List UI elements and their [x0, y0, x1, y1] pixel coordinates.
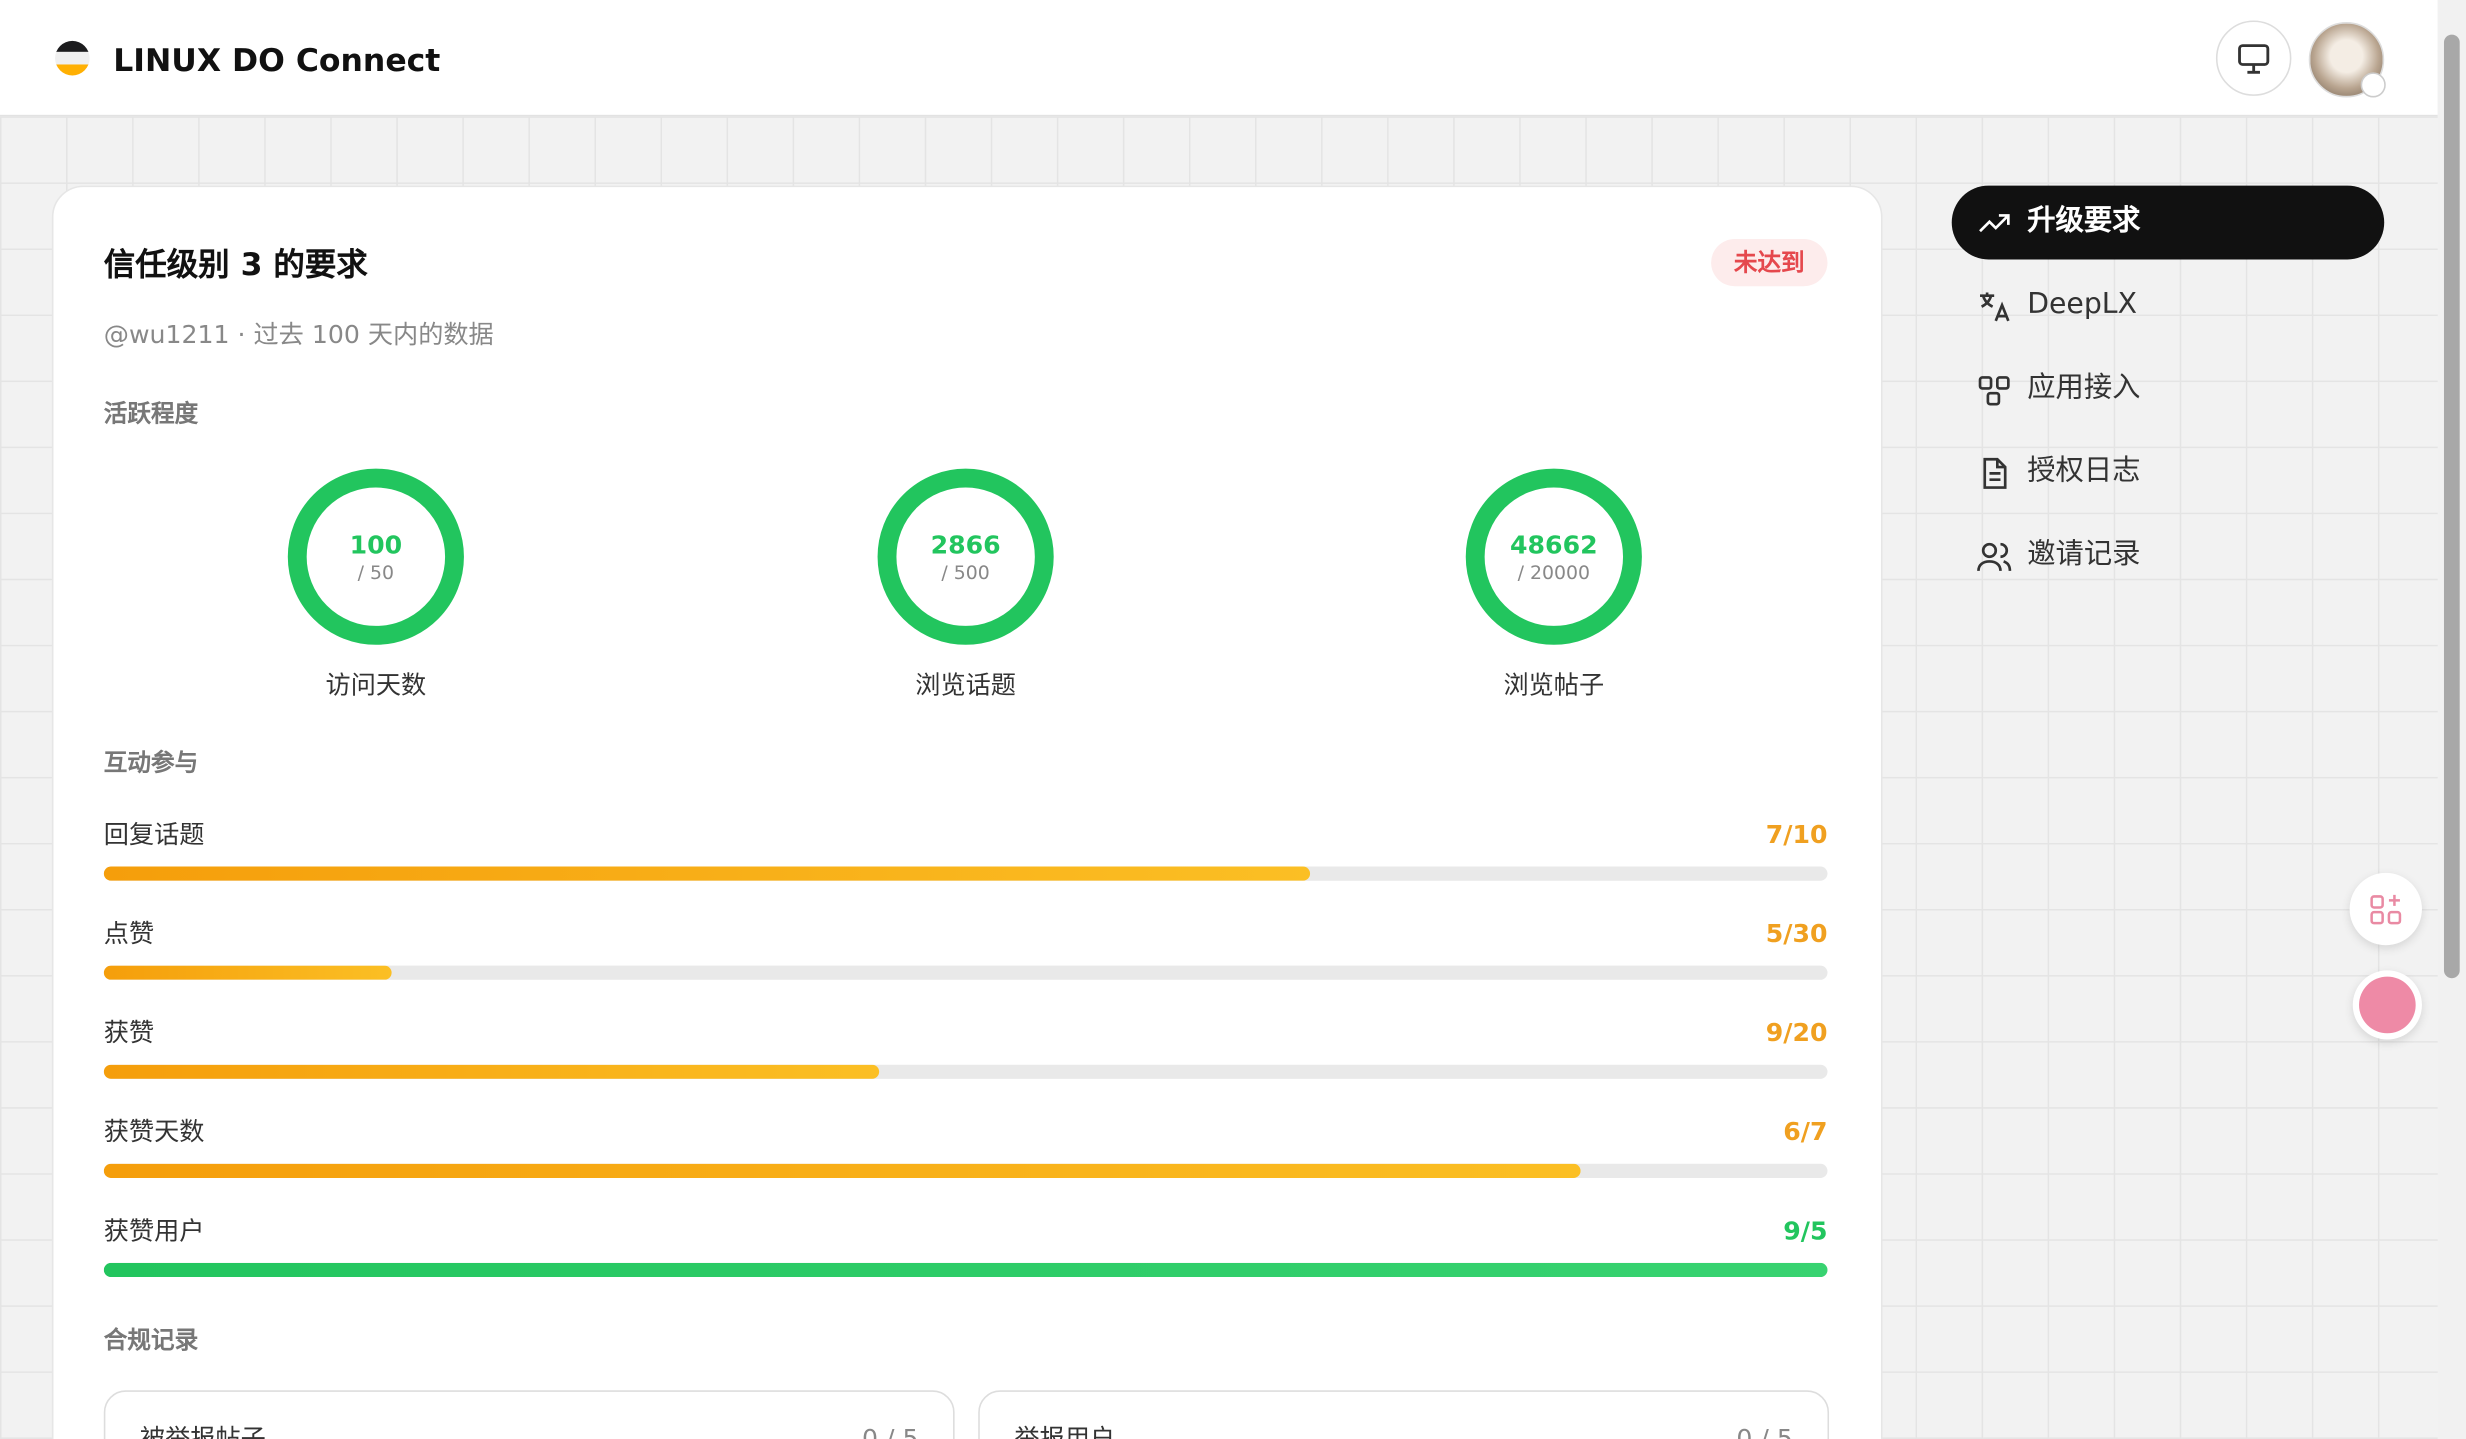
- nav-item[interactable]: 升级要求: [1951, 185, 2385, 260]
- progress-track: [103, 866, 1828, 881]
- translate-icon: [2359, 976, 2416, 1034]
- ring-arc: [1465, 468, 1642, 645]
- logo: [55, 40, 90, 76]
- bar-label: 获赞用户: [103, 1215, 205, 1246]
- compliance-label: 举报用户: [1014, 1423, 1116, 1439]
- apps-button[interactable]: [2349, 872, 2422, 946]
- scroll-thumb[interactable]: [2443, 34, 2460, 979]
- ring-target: / 20000: [1517, 561, 1591, 584]
- progress-track: [103, 1262, 1828, 1278]
- ring-value: 2866: [930, 529, 1001, 560]
- bar-label: 获赞天数: [103, 1116, 205, 1147]
- ring-target: / 500: [941, 561, 990, 584]
- ring-arc: [287, 468, 464, 645]
- progress-ring: [877, 468, 1054, 645]
- bar-label: 点赞: [103, 918, 155, 949]
- subtitle: @wu1211 · 过去 100 天内的数据: [103, 319, 494, 350]
- progress-ring: [287, 468, 464, 645]
- section-heading: 活跃程度: [103, 399, 199, 428]
- requirements-card: [51, 185, 1883, 1439]
- compliance-value: 0 / 5: [861, 1423, 919, 1439]
- section-heading: 互动参与: [103, 748, 199, 777]
- bar-value: 9/5: [1783, 1215, 1828, 1246]
- progress-fill: [103, 1262, 1828, 1278]
- ring-value: 48662: [1510, 529, 1598, 560]
- card-title: 信任级别 3 的要求: [103, 245, 368, 284]
- nav-icon: [1977, 542, 2012, 572]
- ring-value: 100: [349, 529, 403, 560]
- nav-icon: [1978, 376, 2010, 406]
- bar-value: 6/7: [1783, 1116, 1828, 1147]
- nav-item[interactable]: 应用接入: [1952, 352, 2384, 426]
- nav-label: 邀请记录: [2027, 537, 2141, 571]
- nav-item[interactable]: 邀请记录: [1952, 519, 2384, 593]
- bar-value: 9/20: [1765, 1017, 1828, 1048]
- nav-item[interactable]: DeepLX: [1952, 269, 2384, 343]
- compliance-label: 被举报帖子: [139, 1423, 266, 1439]
- progress-track: [103, 1064, 1828, 1079]
- bar-label: 回复话题: [103, 819, 205, 850]
- status-text: 未达到: [1733, 248, 1805, 277]
- bar-value: 5/30: [1765, 918, 1828, 949]
- nav-icon: [1979, 214, 2010, 233]
- nav-item[interactable]: 授权日志: [1952, 436, 2384, 510]
- avatar-badge: [2360, 72, 2386, 98]
- progress-fill: [103, 866, 1311, 881]
- scrollbar: [2437, 0, 2466, 1439]
- monitor-icon: [2238, 44, 2270, 74]
- compliance-value: 0 / 5: [1736, 1423, 1793, 1439]
- bar-label: 获赞: [103, 1017, 155, 1048]
- ring-label: 浏览话题: [915, 669, 1016, 700]
- progress-fill: [103, 965, 392, 980]
- nav-label: 授权日志: [2027, 454, 2141, 488]
- section-heading: 合规记录: [103, 1325, 199, 1355]
- progress-track: [103, 965, 1828, 980]
- header: LINUX DO Connect: [0, 0, 2438, 117]
- site-title[interactable]: LINUX DO Connect: [113, 40, 441, 79]
- nav-label: DeepLX: [2027, 287, 2137, 321]
- compliance-box: 举报用户 0 / 5: [978, 1390, 1830, 1439]
- progress-fill: [103, 1163, 1582, 1178]
- bar-value: 7/10: [1765, 819, 1828, 850]
- ring-label: 访问天数: [325, 669, 427, 700]
- apps-icon: [2370, 894, 2402, 925]
- nav-label: 升级要求: [2027, 204, 2141, 238]
- nav-icon: [1983, 457, 2007, 489]
- ring-target: / 50: [357, 561, 395, 584]
- ring-label: 浏览帖子: [1503, 669, 1605, 700]
- theme-button[interactable]: [2215, 20, 2292, 96]
- nav-icon: [1980, 292, 2010, 322]
- ring-arc: [877, 468, 1054, 645]
- translate-button[interactable]: [2352, 970, 2422, 1040]
- avatar[interactable]: [2308, 22, 2386, 98]
- progress-ring: [1465, 468, 1642, 645]
- compliance-box: 被举报帖子 0 / 5: [103, 1390, 955, 1439]
- progress-track: [103, 1163, 1828, 1178]
- nav-label: 应用接入: [2027, 371, 2141, 405]
- status-badge: 未达到: [1711, 239, 1828, 287]
- progress-fill: [103, 1064, 880, 1079]
